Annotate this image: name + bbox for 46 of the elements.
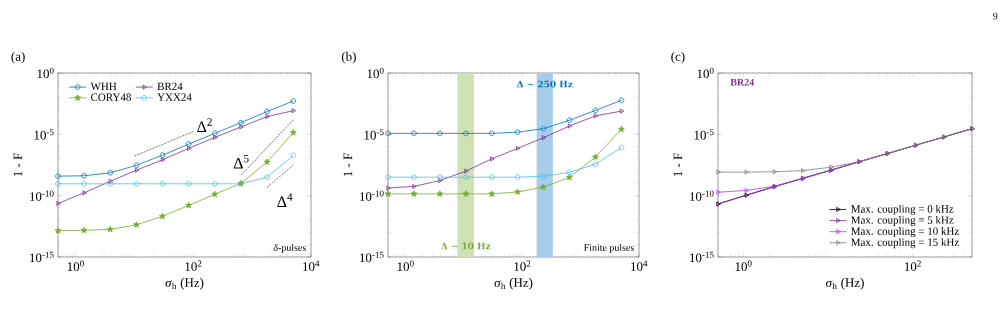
y-axis-title: 1 - F <box>673 153 683 177</box>
x-tick-label: 10$^{2}$ <box>904 260 921 271</box>
x-tick-label: 10$^{4}$ <box>303 260 320 271</box>
x-tick-label: 10$^{0}$ <box>397 260 414 272</box>
chart-title: (c) <box>671 51 685 64</box>
legend-label: BR24 <box>157 82 183 90</box>
annotation: Finite pulses <box>583 243 634 253</box>
y-tick-label: 10$^{-15}$ <box>360 251 384 263</box>
x-axis-title: σ$_{h}$ (Hz) <box>826 277 864 290</box>
y-tick-label: 10$^{0}$ <box>37 67 54 79</box>
legend-label: Max. coupling = 10 kHz <box>851 227 959 238</box>
y-tick-label: 10$^{-15}$ <box>690 251 714 263</box>
legend-label: CORY48 <box>91 93 131 101</box>
x-tick-label: 10$^{2}$ <box>185 260 202 271</box>
y-tick-label: 10$^{-10}$ <box>30 190 54 201</box>
chart-title: (a) <box>11 51 25 64</box>
y-tick-label: 10$^{-5}$ <box>34 129 54 140</box>
legend-label: Max. coupling = 0 kHz <box>851 204 954 215</box>
annotation: Δ$^{4}$ <box>277 193 293 207</box>
y-tick-label: 10$^{-15}$ <box>30 251 54 263</box>
x-tick-label: 10$^{0}$ <box>67 260 84 272</box>
band-label: Δ ∼ 10 Hz <box>441 242 491 250</box>
annotation: Δ$^{2}$ <box>197 118 212 132</box>
x-axis-title: σ$_{h}$ (Hz) <box>165 277 204 290</box>
annotation: BR24 <box>730 78 754 86</box>
x-tick-label: 10$^{4}$ <box>631 260 648 271</box>
y-tick-label: 10$^{-5}$ <box>364 129 384 140</box>
y-tick-label: 10$^{-10}$ <box>690 190 714 201</box>
x-tick-label: 10$^{2}$ <box>514 260 531 271</box>
y-axis-title: 1 - F <box>343 153 353 177</box>
y-tick-label: 10$^{0}$ <box>697 67 714 79</box>
x-axis-title: σ$_{h}$ (Hz) <box>494 277 533 290</box>
y-axis-title: 1 - F <box>13 153 23 177</box>
x-tick-label: 10$^{0}$ <box>735 260 752 272</box>
y-tick-label: 10$^{0}$ <box>367 67 384 79</box>
y-tick-label: 10$^{-5}$ <box>694 129 714 140</box>
y-tick-label: 10$^{-10}$ <box>360 190 384 201</box>
legend-label: WHH <box>90 82 117 91</box>
legend-label: Max. coupling = 15 kHz <box>851 238 959 249</box>
annotation: Δ$^{5}$ <box>233 154 249 169</box>
band-label: Δ ∼ 250 Hz <box>516 80 573 88</box>
legend-label: Max. coupling = 5 kHz <box>851 216 954 226</box>
chart-title: (b) <box>341 51 356 64</box>
annotation: δ-pulses <box>273 243 306 253</box>
text: 9 <box>993 12 998 20</box>
legend-label: YXX24 <box>157 93 192 101</box>
